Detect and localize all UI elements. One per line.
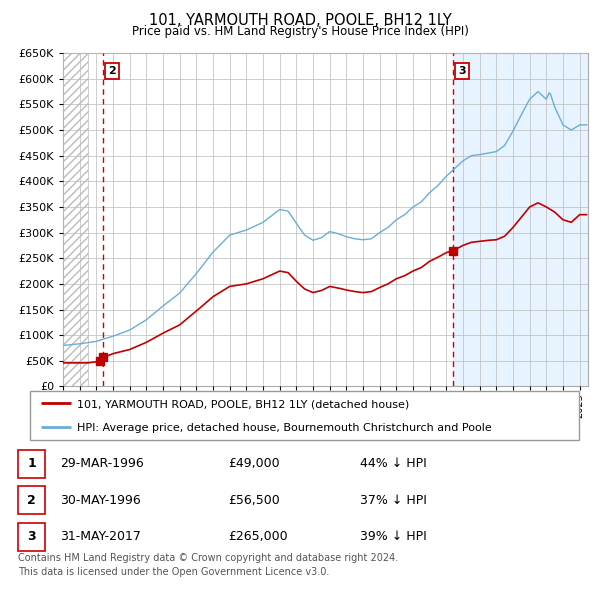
Text: 31-MAY-2017: 31-MAY-2017 <box>60 530 141 543</box>
Text: 30-MAY-1996: 30-MAY-1996 <box>60 494 141 507</box>
FancyBboxPatch shape <box>30 391 579 440</box>
Text: £56,500: £56,500 <box>228 494 280 507</box>
Text: Price paid vs. HM Land Registry's House Price Index (HPI): Price paid vs. HM Land Registry's House … <box>131 25 469 38</box>
Text: 101, YARMOUTH ROAD, POOLE, BH12 1LY: 101, YARMOUTH ROAD, POOLE, BH12 1LY <box>149 13 451 28</box>
Text: 37% ↓ HPI: 37% ↓ HPI <box>360 494 427 507</box>
Text: 101, YARMOUTH ROAD, POOLE, BH12 1LY (detached house): 101, YARMOUTH ROAD, POOLE, BH12 1LY (det… <box>77 399 409 409</box>
Text: 3: 3 <box>458 66 466 76</box>
Bar <box>453 53 588 386</box>
Text: 39% ↓ HPI: 39% ↓ HPI <box>360 530 427 543</box>
Text: 2: 2 <box>108 66 116 76</box>
Text: 2: 2 <box>27 494 36 507</box>
Text: £49,000: £49,000 <box>228 457 280 470</box>
Text: 3: 3 <box>27 530 36 543</box>
Text: 44% ↓ HPI: 44% ↓ HPI <box>360 457 427 470</box>
Text: 29-MAR-1996: 29-MAR-1996 <box>60 457 144 470</box>
Text: 1: 1 <box>27 457 36 470</box>
Text: HPI: Average price, detached house, Bournemouth Christchurch and Poole: HPI: Average price, detached house, Bour… <box>77 424 491 434</box>
Text: Contains HM Land Registry data © Crown copyright and database right 2024.
This d: Contains HM Land Registry data © Crown c… <box>18 553 398 577</box>
Text: £265,000: £265,000 <box>228 530 287 543</box>
